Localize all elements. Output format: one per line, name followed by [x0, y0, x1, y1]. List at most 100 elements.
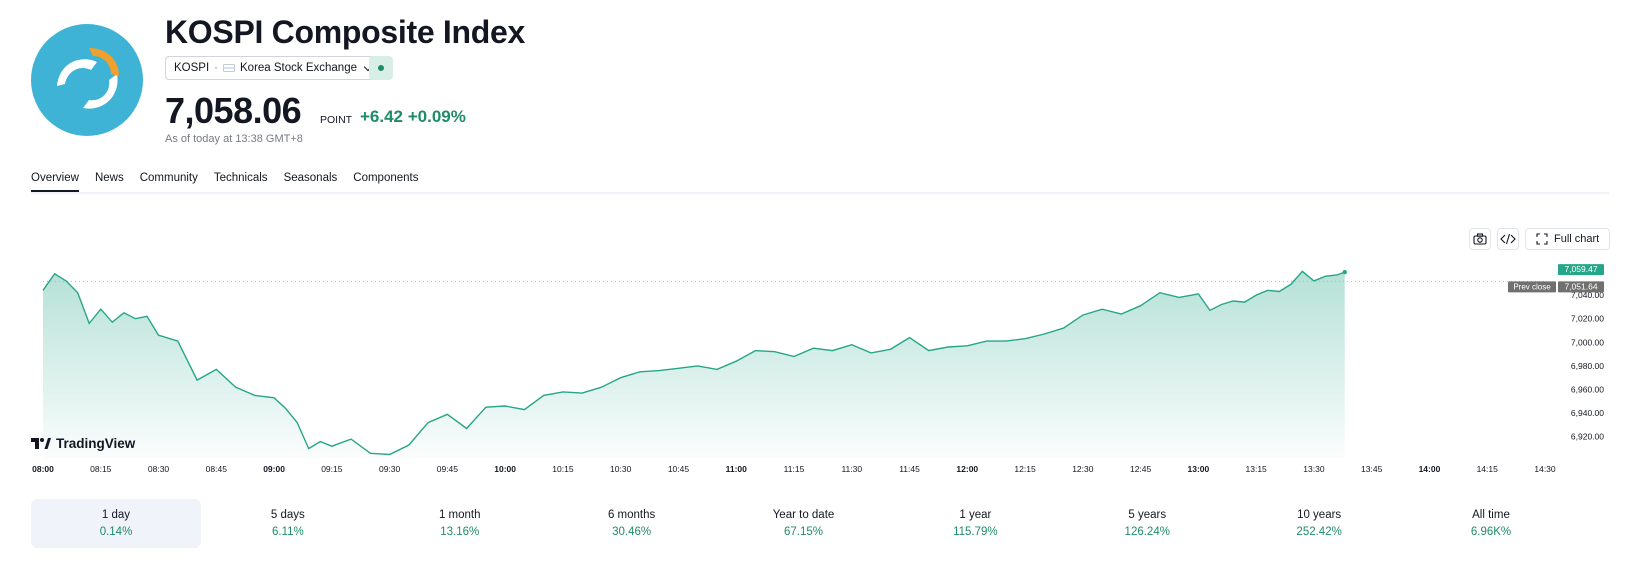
- embed-code-icon: [1500, 233, 1516, 245]
- x-tick-label: 09:45: [437, 464, 459, 474]
- prev-close-badge: [1558, 281, 1604, 293]
- last-price-dot: [1342, 269, 1347, 275]
- price-badges: 7,059.47 Prev close 7,051.64: [1508, 264, 1604, 293]
- x-tick-label: 12:30: [1072, 464, 1094, 474]
- period-change: 252.42%: [1296, 526, 1342, 538]
- full-chart-label: Full chart: [1554, 233, 1600, 245]
- tabs-divider: [31, 192, 1609, 194]
- period-year-to-date[interactable]: Year to date 67.15%: [719, 499, 889, 548]
- y-axis: 7,040.00 7,020.00 7,000.00 6,980.00 6,960.00…: [1571, 290, 1604, 442]
- period-label: 5 days: [270, 509, 305, 521]
- prev-close-text-badge: [1508, 281, 1556, 293]
- period-label: 10 years: [1297, 509, 1342, 521]
- performance-periods: 1 day 0.14% 5 days 6.11% 1 month 13.16% 6 m…: [31, 499, 1576, 548]
- x-tick-label: 08:30: [148, 464, 170, 474]
- full-chart-button[interactable]: Full chart: [1525, 228, 1611, 250]
- x-tick-label: 10:15: [552, 464, 574, 474]
- period-change: 0.14%: [99, 526, 133, 538]
- x-tick-label: 10:00: [494, 464, 516, 474]
- period-10-years[interactable]: 10 years 252.42%: [1234, 499, 1404, 548]
- period-1-year[interactable]: 1 year 115.79%: [890, 499, 1060, 548]
- camera-icon: [1473, 233, 1487, 245]
- fullscreen-icon: [1536, 233, 1548, 245]
- tab-seasonals[interactable]: Seasonals: [283, 172, 338, 184]
- price-area-fill: [43, 271, 1345, 458]
- period-6-months[interactable]: 6 months 30.46%: [547, 499, 717, 548]
- x-tick-label: 08:15: [90, 464, 112, 474]
- y-tick-label: 6,920.00: [1571, 432, 1604, 442]
- x-tick-label: 14:30: [1534, 464, 1556, 474]
- page-title: KOSPI Composite Index: [165, 14, 525, 50]
- period-1-month[interactable]: 1 month 13.16%: [375, 499, 545, 548]
- period-5-years[interactable]: 5 years 126.24%: [1062, 499, 1232, 548]
- embed-button[interactable]: [1497, 228, 1519, 250]
- x-tick-label: 13:45: [1361, 464, 1383, 474]
- x-axis: 08:00 08:15 08:30 08:45 09:00 09:15 09:30 09:45…: [32, 464, 1556, 474]
- period-label: Year to date: [772, 509, 835, 521]
- last-price: 7,058.06: [165, 90, 302, 131]
- market-status-badge[interactable]: [369, 56, 393, 80]
- period-label: 1 month: [438, 509, 481, 521]
- period-label: All time: [1472, 509, 1510, 521]
- tab-components[interactable]: Components: [353, 172, 419, 184]
- x-tick-label: 14:00: [1419, 464, 1441, 474]
- y-tick-label: 7,040.00: [1571, 290, 1604, 300]
- prev-close-text: Prev close: [1513, 282, 1551, 291]
- x-tick-label: 09:15: [321, 464, 343, 474]
- symbol-label: KOSPI: [174, 62, 210, 74]
- section-tabs: Overview News Community Technicals Seaso…: [31, 172, 419, 193]
- period-change: 115.79%: [953, 526, 998, 538]
- tab-overview[interactable]: Overview: [31, 172, 79, 193]
- x-tick-label: 08:45: [206, 464, 228, 474]
- x-tick-label: 10:45: [668, 464, 690, 474]
- x-tick-label: 13:30: [1303, 464, 1325, 474]
- period-all-time[interactable]: All time 6.96K%: [1406, 499, 1576, 548]
- tab-technicals[interactable]: Technicals: [213, 172, 268, 184]
- tab-community[interactable]: Community: [139, 172, 198, 184]
- logo-mark-icon: [57, 48, 119, 109]
- flag-icon: [223, 64, 235, 72]
- period-change: 6.96K%: [1470, 526, 1512, 538]
- x-tick-label: 13:00: [1188, 464, 1210, 474]
- period-change: 30.46%: [612, 526, 652, 538]
- y-tick-label: 6,960.00: [1571, 385, 1604, 395]
- tradingview-logo[interactable]: TradingView: [31, 436, 135, 451]
- x-tick-label: 11:15: [784, 464, 805, 474]
- index-logo: [31, 24, 143, 136]
- price-line: [42, 270, 1345, 456]
- tab-news[interactable]: News: [94, 172, 124, 184]
- snapshot-button[interactable]: [1469, 228, 1491, 250]
- price-change: +6.42 +0.09%: [360, 107, 466, 126]
- last-price-badge-label: 7,059.47: [1564, 264, 1597, 274]
- x-tick-label: 12:45: [1130, 464, 1152, 474]
- price-unit: POINT: [320, 114, 353, 126]
- price-chart[interactable]: 7,040.00 7,020.00 7,000.00 6,980.00 6,960.00…: [0, 0, 1627, 480]
- period-change: 126.24%: [1124, 526, 1170, 538]
- y-tick-label: 7,020.00: [1571, 314, 1604, 324]
- x-tick-label: 13:15: [1246, 464, 1268, 474]
- x-tick-label: 08:00: [32, 464, 54, 474]
- x-tick-label: 12:00: [956, 464, 978, 474]
- x-tick-label: 09:00: [263, 464, 285, 474]
- period-change: 6.11%: [271, 526, 304, 538]
- x-tick-label: 11:45: [899, 464, 920, 474]
- y-tick-label: 7,000.00: [1571, 337, 1604, 347]
- x-tick-label: 09:30: [379, 464, 401, 474]
- x-tick-label: 14:15: [1477, 464, 1499, 474]
- y-tick-label: 6,980.00: [1571, 361, 1604, 371]
- period-5-days[interactable]: 5 days 6.11%: [203, 499, 373, 548]
- prev-close-badge-label: 7,051.64: [1564, 281, 1597, 291]
- x-tick-label: 10:30: [610, 464, 632, 474]
- period-label: 1 day: [101, 509, 131, 521]
- period-1-day[interactable]: 1 day 0.14%: [31, 499, 201, 548]
- x-tick-label: 11:30: [841, 464, 862, 474]
- period-change: 67.15%: [783, 526, 823, 538]
- exchange-selector[interactable]: KOSPI · Korea Stock Exchange: [165, 56, 380, 80]
- exchange-label: Korea Stock Exchange: [240, 62, 357, 74]
- x-tick-label: 11:00: [726, 464, 748, 474]
- tradingview-logo-icon: [31, 438, 51, 449]
- period-change: 13.16%: [440, 526, 480, 538]
- period-label: 5 years: [1128, 509, 1167, 521]
- status-dot-icon: [378, 65, 384, 71]
- x-tick-label: 12:15: [1014, 464, 1036, 474]
